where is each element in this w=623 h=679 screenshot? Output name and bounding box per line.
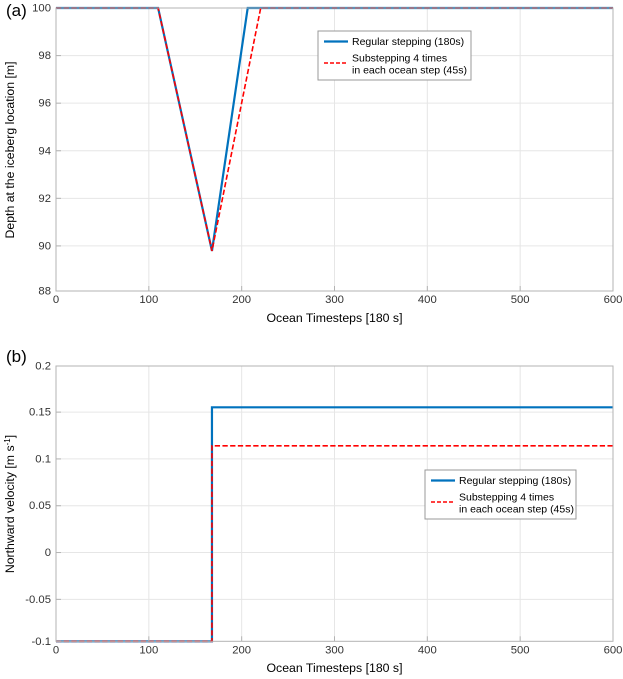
- svg-text:100: 100: [139, 294, 158, 306]
- svg-text:0.2: 0.2: [35, 361, 51, 373]
- svg-text:0: 0: [53, 294, 59, 306]
- svg-text:98: 98: [38, 50, 51, 62]
- svg-text:100: 100: [32, 3, 51, 15]
- svg-text:200: 200: [232, 294, 251, 306]
- svg-text:94: 94: [38, 145, 51, 157]
- svg-text:Ocean Timesteps [180 s]: Ocean Timesteps [180 s]: [266, 661, 402, 675]
- svg-text:600: 600: [604, 644, 623, 656]
- svg-text:0: 0: [45, 547, 51, 559]
- svg-text:0.15: 0.15: [29, 407, 51, 419]
- svg-text:(a): (a): [6, 1, 27, 20]
- svg-text:400: 400: [418, 644, 437, 656]
- svg-text:600: 600: [604, 294, 623, 306]
- svg-text:Substepping 4 times: Substepping 4 times: [352, 53, 447, 65]
- svg-text:in each ocean step (45s): in each ocean step (45s): [459, 504, 574, 516]
- svg-text:90: 90: [38, 240, 51, 252]
- svg-text:Regular stepping (180s): Regular stepping (180s): [459, 475, 571, 487]
- svg-text:in each ocean step (45s): in each ocean step (45s): [352, 65, 467, 77]
- svg-text:300: 300: [325, 644, 344, 656]
- svg-text:96: 96: [38, 98, 51, 110]
- svg-text:88: 88: [38, 286, 51, 298]
- svg-text:400: 400: [418, 294, 437, 306]
- svg-text:0.1: 0.1: [35, 453, 51, 465]
- svg-text:Ocean Timesteps [180 s]: Ocean Timesteps [180 s]: [266, 311, 402, 325]
- svg-text:300: 300: [325, 294, 344, 306]
- svg-text:100: 100: [139, 644, 158, 656]
- svg-text:0.05: 0.05: [29, 500, 51, 512]
- svg-text:-0.05: -0.05: [25, 594, 51, 606]
- svg-text:92: 92: [38, 193, 51, 205]
- svg-text:Depth at the iceberg location: Depth at the iceberg location [m]: [3, 61, 17, 238]
- svg-text:500: 500: [511, 294, 530, 306]
- svg-text:500: 500: [511, 644, 530, 656]
- svg-text:-0.1: -0.1: [32, 636, 51, 648]
- svg-text:Northward velocity [m s-1]: Northward velocity [m s-1]: [3, 435, 18, 573]
- svg-text:200: 200: [232, 644, 251, 656]
- svg-text:Regular stepping (180s): Regular stepping (180s): [352, 36, 464, 48]
- svg-text:0: 0: [53, 644, 59, 656]
- svg-text:(b): (b): [6, 347, 27, 366]
- svg-text:Substepping 4 times: Substepping 4 times: [459, 492, 554, 504]
